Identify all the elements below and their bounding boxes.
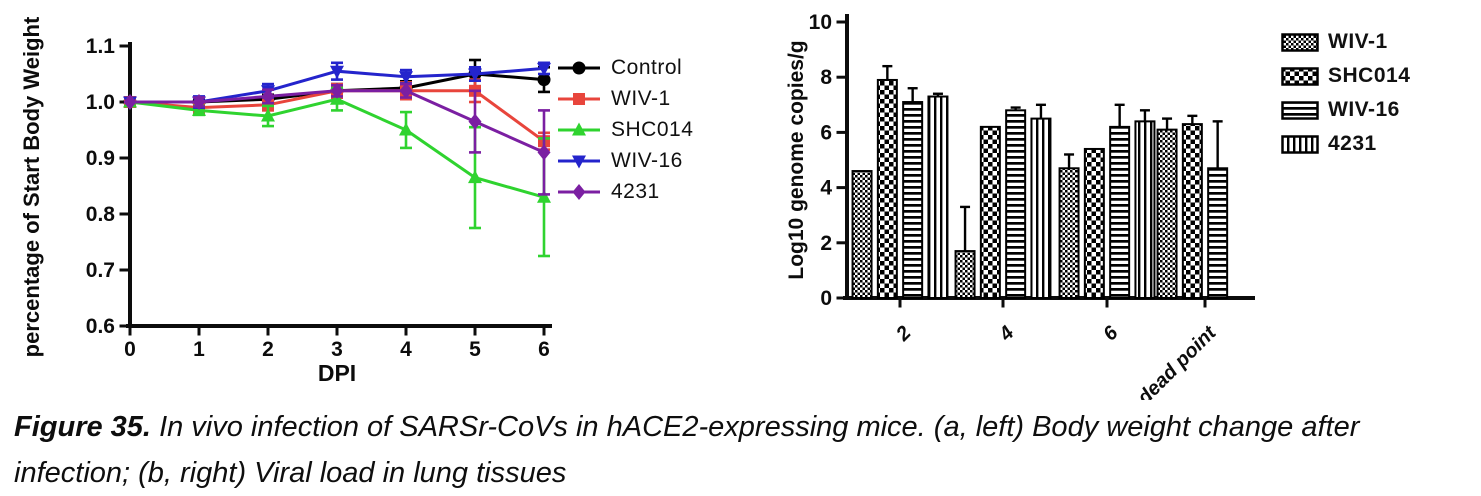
svg-text:8: 8 (820, 66, 832, 89)
vlines-swatch-icon (1281, 134, 1319, 154)
svg-text:6: 6 (538, 338, 550, 361)
bar-4231-2 (927, 92, 949, 299)
svg-text:1: 1 (193, 338, 205, 361)
legend-label: WIV-1 (611, 87, 671, 110)
legend-item-wiv-16: WIV-16 (1281, 98, 1410, 121)
bar-SHC014-dead point (1181, 114, 1203, 300)
bar-WIV-16-dead point (1207, 120, 1229, 299)
svg-text:0: 0 (124, 338, 136, 361)
bar-WIV-1-4 (954, 205, 976, 299)
caption-figure-number: Figure 35. (14, 411, 151, 443)
legend-item-shc014: SHC014 (556, 118, 694, 141)
diamond-marker-icon (558, 184, 600, 200)
legend-item-4231: 4231 (1281, 132, 1410, 155)
legend-label: WIV-16 (1328, 98, 1400, 121)
svg-text:3: 3 (331, 338, 343, 361)
legend-item-shc014: SHC014 (1281, 64, 1411, 87)
svg-text:4: 4 (820, 177, 832, 200)
legend-item-wiv-1: WIV-1 (556, 87, 693, 110)
checker-swatch-icon (1281, 66, 1319, 86)
bar-WIV-16-6 (1109, 103, 1131, 299)
panel-a-legend: Control WIV-1 SHC014 WIV-16 4231 (556, 56, 694, 203)
svg-text:0: 0 (820, 287, 832, 310)
legend-label: WIV-1 (1328, 30, 1388, 53)
panel-a-axes (119, 42, 552, 336)
svg-text:2: 2 (820, 232, 832, 255)
svg-text:4: 4 (994, 322, 1018, 346)
legend-label: SHC014 (611, 118, 694, 141)
svg-text:0.8: 0.8 (86, 203, 116, 226)
square-marker-icon (558, 93, 600, 105)
legend-label: 4231 (611, 180, 660, 203)
legend-label: SHC014 (1328, 64, 1411, 87)
bar-WIV-16-2 (902, 87, 924, 300)
panel-b-legend: WIV-1 SHC014 WIV-16 4231 (1281, 30, 1411, 155)
bar-WIV-1-2 (851, 170, 873, 299)
svg-text:6: 6 (1099, 321, 1123, 345)
bar-WIV-16-4 (1005, 106, 1027, 299)
bar-4231-6 (1134, 109, 1156, 299)
svg-text:6: 6 (820, 121, 832, 144)
circle-marker-icon (558, 61, 600, 75)
svg-text:dead point: dead point (1133, 321, 1221, 400)
svg-text:5: 5 (469, 338, 481, 361)
svg-text:0.9: 0.9 (86, 147, 115, 170)
bar-SHC014-6 (1083, 147, 1105, 299)
series-SHC014 (123, 86, 551, 258)
caption-line-2: infection; (b, right) Viral load in lung… (14, 457, 567, 489)
svg-text:0.6: 0.6 (86, 315, 115, 338)
triangle-down-marker-icon (558, 155, 600, 169)
fine-check-swatch-icon (1281, 32, 1319, 52)
caption-line-1: In vivo infection of SARSr-CoVs in hACE2… (159, 411, 1360, 443)
bar-SHC014-2 (876, 64, 898, 299)
panel-a-x-axis-label: DPI (317, 360, 357, 386)
svg-text:1.0: 1.0 (86, 91, 115, 114)
svg-text:2: 2 (262, 338, 274, 361)
bar-4231-4 (1030, 103, 1052, 299)
bar-WIV-1-6 (1058, 153, 1080, 299)
legend-label: 4231 (1328, 132, 1377, 155)
triangle-up-marker-icon (558, 122, 600, 136)
body-weight-line-chart: 0.6 0.7 0.8 0.9 1.0 1.1 0 1 2 3 4 5 6 (86, 35, 552, 361)
bar-SHC014-4 (979, 125, 1001, 299)
legend-item-wiv-16: WIV-16 (556, 149, 693, 172)
legend-item-4231: 4231 (556, 180, 693, 203)
svg-text:2: 2 (891, 322, 915, 346)
svg-text:0.7: 0.7 (86, 259, 115, 282)
legend-label: Control (611, 56, 683, 79)
figure-caption: Figure 35. In vivo infection of SARSr-Co… (14, 404, 1474, 496)
hlines-swatch-icon (1281, 100, 1319, 120)
legend-item-wiv-1: WIV-1 (1281, 30, 1410, 53)
series-4231 (123, 82, 551, 196)
legend-item-control: Control (556, 56, 693, 79)
bar-WIV-1-dead point (1156, 117, 1178, 299)
viral-load-bar-chart: 0 2 4 6 8 10 2 4 6 dead point (809, 11, 1255, 400)
legend-label: WIV-16 (611, 149, 683, 172)
svg-text:1.1: 1.1 (86, 35, 116, 58)
svg-text:4: 4 (400, 338, 412, 361)
svg-text:10: 10 (809, 11, 832, 34)
